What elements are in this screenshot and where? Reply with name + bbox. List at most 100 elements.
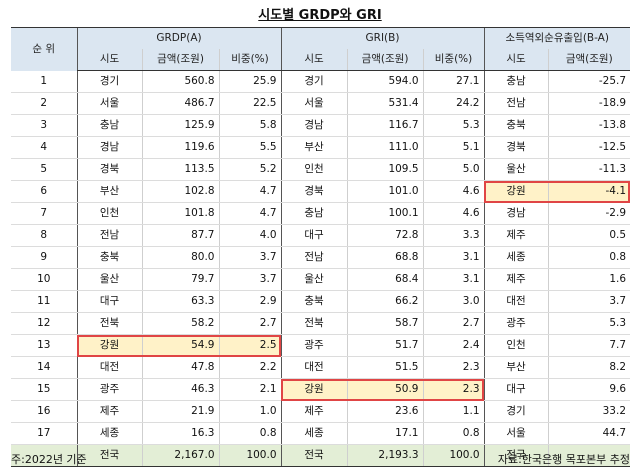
gri-share-cell: 2.3 [422,356,484,379]
total-netflow-amount [547,444,631,467]
rank-cell: 13 [11,334,77,357]
rank-cell: 8 [11,224,77,247]
gri-share-cell: 27.1 [422,70,484,93]
netflow-amount-cell: 0.5 [547,224,631,247]
gri-region-header: 시도 [280,49,347,71]
netflow-amount-cell: -13.8 [547,114,631,137]
netflow-region-cell: 전남 [483,92,548,115]
gri-amount-cell: 594.0 [346,70,423,93]
rank-cell: 4 [11,136,77,159]
grdp-amount-cell: 102.8 [141,180,219,203]
grdp-amount-cell: 125.9 [141,114,219,137]
gri-amount-cell: 51.5 [346,356,423,379]
rank-cell: 10 [11,268,77,291]
netflow-region-cell: 경기 [483,400,548,423]
grdp-region-cell: 울산 [76,268,142,291]
grdp-share-cell: 4.7 [218,180,281,203]
grdp-region-cell: 부산 [76,180,142,203]
netflow-amount-cell: -25.7 [547,70,631,93]
table-row: 9 충북 80.0 3.7 전남 68.8 3.1 세종 0.8 [11,246,631,269]
rank-cell: 9 [11,246,77,269]
table-row: 5 경북 113.5 5.2 인천 109.5 5.0 울산 -11.3 [11,158,631,181]
grdp-region-cell: 충북 [76,246,142,269]
gri-region-cell: 세종 [280,422,347,445]
grdp-share-cell: 5.8 [218,114,281,137]
grdp-region-cell: 경기 [76,70,142,93]
gri-region-cell: 경남 [280,114,347,137]
netflow-amount-cell: -11.3 [547,158,631,181]
grdp-share-cell: 4.0 [218,224,281,247]
table-row: 7 인천 101.8 4.7 충남 100.1 4.6 경남 -2.9 [11,202,631,225]
table-row: 13 강원 54.9 2.5 광주 51.7 2.4 인천 7.7 [11,334,631,357]
grdp-gri-table: 순 위 GRDP(A) GRI(B) 소득역외순유출입(B-A) 시도 금액(조… [11,27,631,467]
gri-region-cell: 대구 [280,224,347,247]
total-grdp-amount: 2,167.0 [141,444,219,467]
grdp-region-cell: 전남 [76,224,142,247]
netflow-amount-cell: -18.9 [547,92,631,115]
table-row: 8 전남 87.7 4.0 대구 72.8 3.3 제주 0.5 [11,224,631,247]
table-title: 시도별 GRDP와 GRI [258,8,382,23]
total-grdp-share: 100.0 [218,444,281,467]
gri-share-cell: 4.6 [422,202,484,225]
grdp-region-cell: 경남 [76,136,142,159]
table-row: 16 제주 21.9 1.0 제주 23.6 1.1 경기 33.2 [11,400,631,423]
rank-cell: 17 [11,422,77,445]
grdp-amount-cell: 79.7 [141,268,219,291]
gri-share-cell: 5.3 [422,114,484,137]
grdp-share-cell: 5.2 [218,158,281,181]
grdp-amount-cell: 119.6 [141,136,219,159]
grdp-share-cell: 2.7 [218,312,281,335]
gri-region-cell: 부산 [280,136,347,159]
rank-cell: 5 [11,158,77,181]
netflow-amount-cell: 5.3 [547,312,631,335]
gri-share-cell: 2.3 [422,378,484,401]
grdp-amount-cell: 486.7 [141,92,219,115]
netflow-region-cell: 충북 [483,114,548,137]
grdp-region-cell: 세종 [76,422,142,445]
gri-region-cell: 인천 [280,158,347,181]
gri-amount-cell: 58.7 [346,312,423,335]
gri-region-cell: 제주 [280,400,347,423]
gri-amount-cell: 72.8 [346,224,423,247]
gri-region-cell: 전북 [280,312,347,335]
gri-amount-cell: 51.7 [346,334,423,357]
netflow-region-cell: 강원 [483,180,548,203]
total-netflow-label: 전국 [483,444,548,467]
gri-share-cell: 1.1 [422,400,484,423]
rank-header: 순 위 [11,27,77,71]
netflow-region-cell: 부산 [483,356,548,379]
total-gri-amount: 2,193.3 [346,444,423,467]
grdp-region-cell: 인천 [76,202,142,225]
gri-amount-cell: 531.4 [346,92,423,115]
table-row: 2 서울 486.7 22.5 서울 531.4 24.2 전남 -18.9 [11,92,631,115]
grdp-share-cell: 2.1 [218,378,281,401]
netflow-region-cell: 경남 [483,202,548,225]
gri-region-cell: 충남 [280,202,347,225]
grdp-amount-cell: 16.3 [141,422,219,445]
rank-cell: 1 [11,70,77,93]
gri-amount-cell: 111.0 [346,136,423,159]
total-row: 전국 2,167.0 100.0 전국 2,193.3 100.0 전국 [11,444,631,467]
rank-cell: 6 [11,180,77,203]
grdp-amount-cell: 46.3 [141,378,219,401]
table-row: 14 대전 47.8 2.2 대전 51.5 2.3 부산 8.2 [11,356,631,379]
gri-region-cell: 충북 [280,290,347,313]
netflow-region-cell: 제주 [483,268,548,291]
gri-share-cell: 5.1 [422,136,484,159]
grdp-amount-cell: 54.9 [141,334,219,357]
netflow-amount-cell: 0.8 [547,246,631,269]
total-gri-share: 100.0 [422,444,484,467]
netflow-region-cell: 대전 [483,290,548,313]
netflow-amount-cell: 3.7 [547,290,631,313]
grdp-region-cell: 전북 [76,312,142,335]
gri-amount-cell: 101.0 [346,180,423,203]
gri-amount-cell: 17.1 [346,422,423,445]
gri-share-cell: 5.0 [422,158,484,181]
netflow-region-cell: 인천 [483,334,548,357]
grdp-region-cell: 강원 [76,334,142,357]
gri-amount-cell: 68.8 [346,246,423,269]
grdp-share-cell: 2.2 [218,356,281,379]
grdp-amount-cell: 21.9 [141,400,219,423]
gri-share-cell: 3.1 [422,246,484,269]
rank-cell: 15 [11,378,77,401]
